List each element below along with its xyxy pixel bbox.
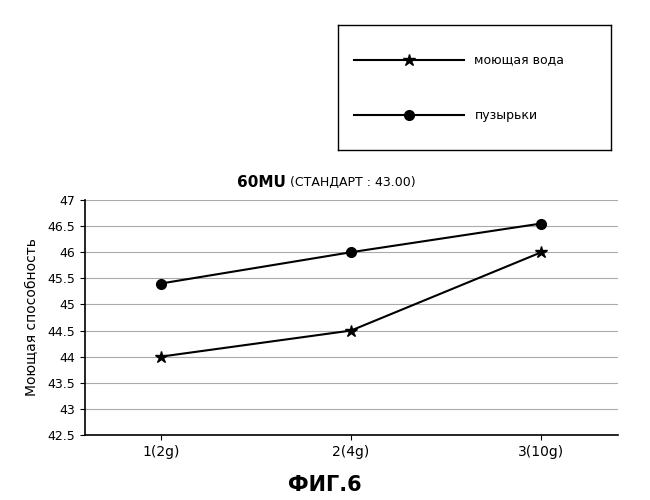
Text: ФИГ.6: ФИГ.6 xyxy=(288,475,362,495)
моющая вода xyxy=(347,328,355,334)
пузырьки xyxy=(157,280,164,286)
пузырьки xyxy=(538,220,545,226)
Text: пузырьки: пузырьки xyxy=(474,108,538,122)
моющая вода xyxy=(157,354,164,360)
Line: моющая вода: моющая вода xyxy=(155,246,547,363)
Y-axis label: Моющая способность: Моющая способность xyxy=(25,238,38,396)
Text: (СТАНДАРТ : 43.00): (СТАНДАРТ : 43.00) xyxy=(286,176,415,189)
Text: моющая вода: моющая вода xyxy=(474,54,564,66)
пузырьки xyxy=(347,249,355,255)
моющая вода xyxy=(538,249,545,255)
Text: 60MU: 60MU xyxy=(237,175,286,190)
Line: пузырьки: пузырьки xyxy=(156,218,546,288)
